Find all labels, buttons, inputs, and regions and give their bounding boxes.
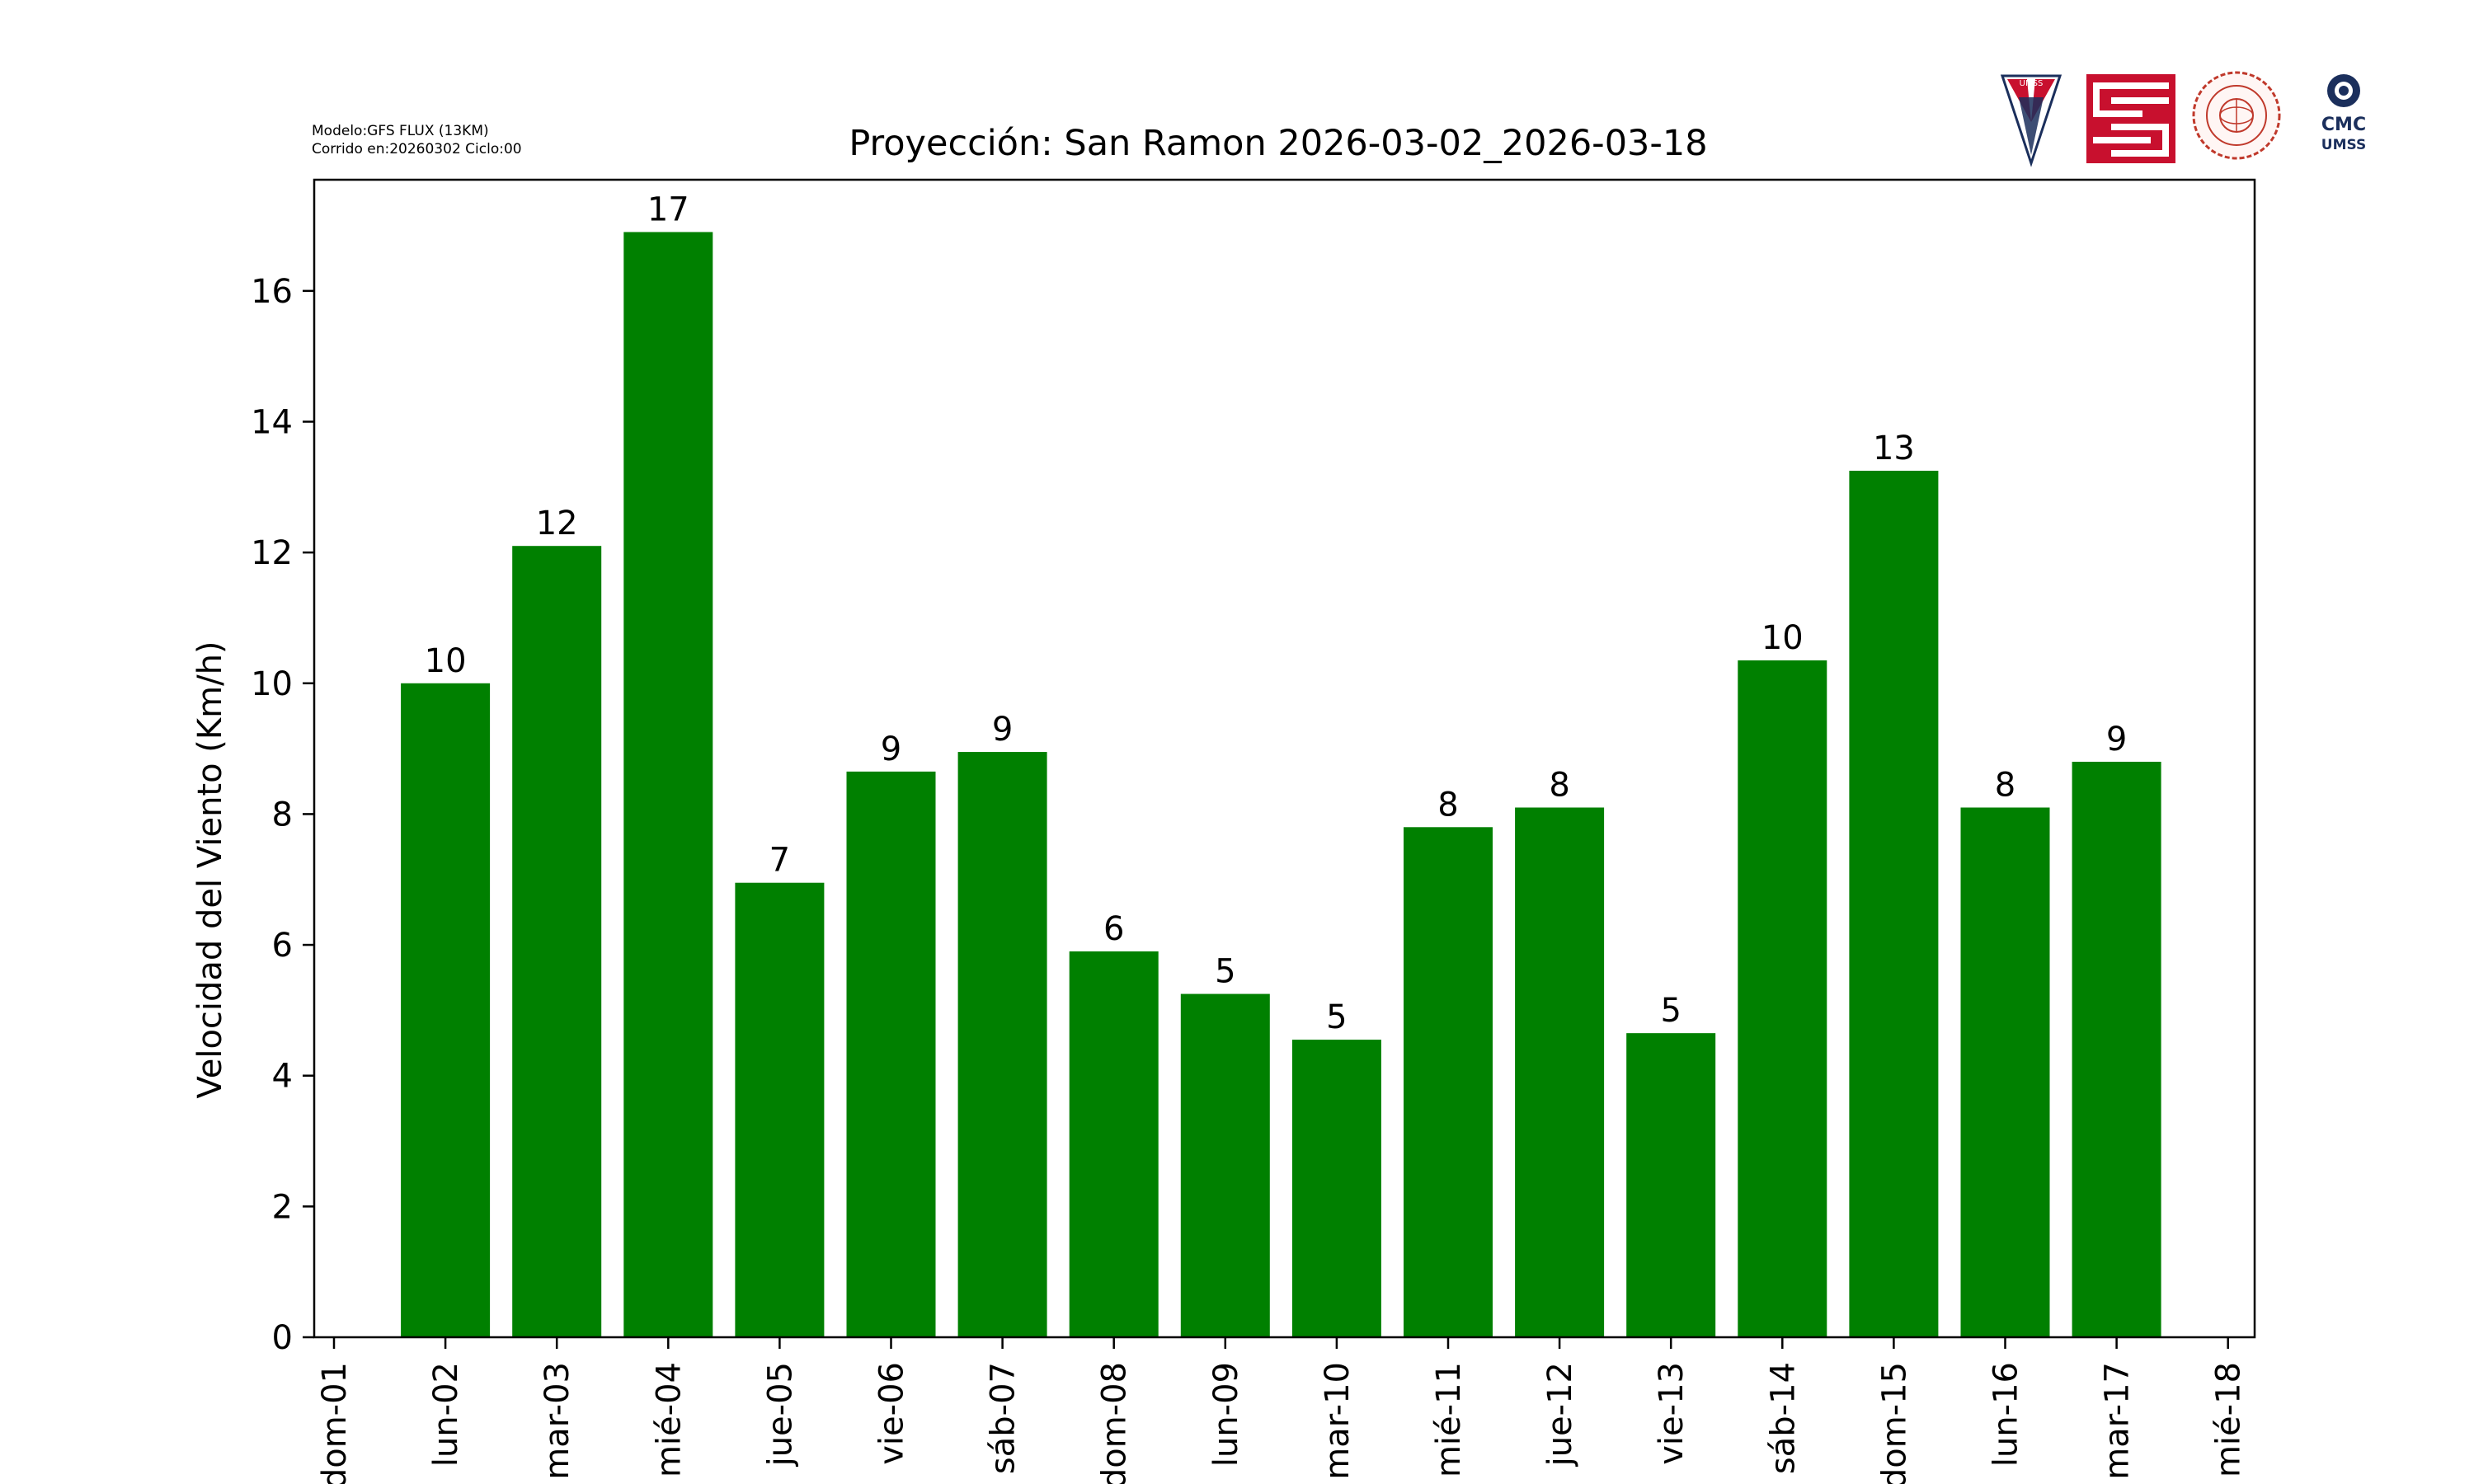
bar-value-label: 9 bbox=[2106, 721, 2127, 758]
run-info: Corrido en:20260302 Ciclo:00 bbox=[312, 141, 522, 157]
svg-text:UMSS: UMSS bbox=[2020, 79, 2044, 88]
bar-value-label: 6 bbox=[1103, 910, 1124, 948]
x-tick-label: sáb-07 bbox=[985, 1362, 1023, 1474]
model-info: Modelo:GFS FLUX (13KM) bbox=[312, 123, 489, 139]
y-tick-label: 4 bbox=[272, 1058, 293, 1096]
bar-value-label: 7 bbox=[769, 842, 790, 880]
x-tick-label: mié-11 bbox=[1430, 1362, 1468, 1477]
y-tick-label: 2 bbox=[272, 1188, 293, 1226]
x-tick-label: sáb-14 bbox=[1764, 1362, 1802, 1474]
x-tick-label: mar-03 bbox=[539, 1362, 576, 1480]
bar-jue-12 bbox=[1515, 807, 1605, 1337]
bar-value-label: 9 bbox=[881, 730, 901, 768]
x-tick-label: vie-13 bbox=[1653, 1362, 1691, 1465]
x-axis: dom-01 lun-02 mar-03 mié-04 jue-05 vie-06 sáb-… bbox=[316, 1337, 2248, 1484]
bar-value-label: 5 bbox=[1215, 953, 1235, 991]
umss-shield-logo: UMSS bbox=[2000, 74, 2062, 167]
bar-value-label: 10 bbox=[425, 642, 467, 680]
bar-vie-06 bbox=[846, 771, 936, 1337]
bar-value-label: 8 bbox=[1549, 766, 1569, 804]
bar-lun-16 bbox=[1960, 807, 2050, 1337]
bar-sáb-07 bbox=[957, 752, 1047, 1337]
y-axis-label: Velocidad del Viento (Km/h) bbox=[191, 641, 229, 1098]
bar-mié-04 bbox=[623, 232, 713, 1337]
x-tick-label: dom-01 bbox=[316, 1362, 354, 1484]
svg-text:CMC: CMC bbox=[2321, 115, 2366, 135]
bar-mar-10 bbox=[1291, 1040, 1381, 1337]
y-tick-label: 14 bbox=[251, 403, 293, 441]
x-tick-label: mié-04 bbox=[650, 1362, 688, 1477]
x-tick-label: jue-05 bbox=[761, 1362, 799, 1467]
plot-frame bbox=[313, 178, 2256, 1339]
x-tick-label: dom-15 bbox=[1875, 1362, 1913, 1484]
x-tick-label: dom-08 bbox=[1096, 1362, 1134, 1484]
y-tick-label: 6 bbox=[272, 927, 293, 965]
bar-lun-09 bbox=[1180, 993, 1270, 1337]
logos: UMSS CMC UMSS bbox=[2000, 71, 2366, 167]
x-tick-label: lun-02 bbox=[427, 1362, 465, 1467]
x-tick-label: lun-16 bbox=[1987, 1362, 2025, 1467]
bar-value-label: 8 bbox=[1437, 786, 1458, 824]
y-tick-label: 10 bbox=[251, 665, 293, 703]
x-tick-label: mar-17 bbox=[2099, 1362, 2137, 1480]
bar-value-label: 5 bbox=[1660, 992, 1681, 1030]
x-tick-label: vie-06 bbox=[873, 1362, 911, 1465]
bar-jue-05 bbox=[735, 882, 825, 1337]
svg-text:UMSS: UMSS bbox=[2321, 137, 2366, 153]
bar-value-label: 12 bbox=[536, 505, 578, 542]
bar-value-label: 13 bbox=[1873, 430, 1915, 467]
y-axis: 0 2 4 6 8 10 12 14 16 bbox=[251, 273, 314, 1357]
bar-lun-02 bbox=[401, 683, 491, 1337]
y-tick-label: 0 bbox=[272, 1319, 293, 1357]
bar-dom-15 bbox=[1849, 470, 1939, 1337]
bar-mar-03 bbox=[512, 546, 602, 1337]
x-tick-label: mié-18 bbox=[2210, 1362, 2248, 1477]
bar-value-label: 8 bbox=[1995, 766, 2015, 804]
y-tick-label: 16 bbox=[251, 273, 293, 311]
bar-dom-08 bbox=[1069, 951, 1159, 1337]
x-tick-label: lun-09 bbox=[1207, 1362, 1245, 1467]
bar-labels-group: 10 12 17 7 9 9 6 5 5 8 8 5 10 13 8 9 bbox=[425, 190, 2128, 1036]
chart-title: Proyección: San Ramon 2026-03-02_2026-03… bbox=[849, 123, 1707, 164]
bar-value-label: 10 bbox=[1761, 619, 1804, 657]
bar-mar-17 bbox=[2072, 761, 2161, 1337]
bar-mié-11 bbox=[1404, 827, 1493, 1337]
faculty-maze-logo bbox=[2086, 74, 2175, 163]
bar-vie-13 bbox=[1626, 1033, 1716, 1337]
y-tick-label: 12 bbox=[251, 534, 293, 572]
cmc-umss-logo: CMC UMSS bbox=[2321, 74, 2366, 153]
y-tick-label: 8 bbox=[272, 796, 293, 834]
x-tick-label: jue-12 bbox=[1541, 1362, 1579, 1467]
bars-group bbox=[401, 232, 2161, 1337]
x-tick-label: mar-10 bbox=[1319, 1362, 1357, 1480]
department-seal-logo bbox=[2192, 71, 2281, 160]
bar-value-label: 5 bbox=[1326, 998, 1347, 1036]
bar-sáb-14 bbox=[1738, 660, 1827, 1337]
bar-value-label: 17 bbox=[647, 190, 689, 228]
bar-value-label: 9 bbox=[992, 711, 1013, 749]
